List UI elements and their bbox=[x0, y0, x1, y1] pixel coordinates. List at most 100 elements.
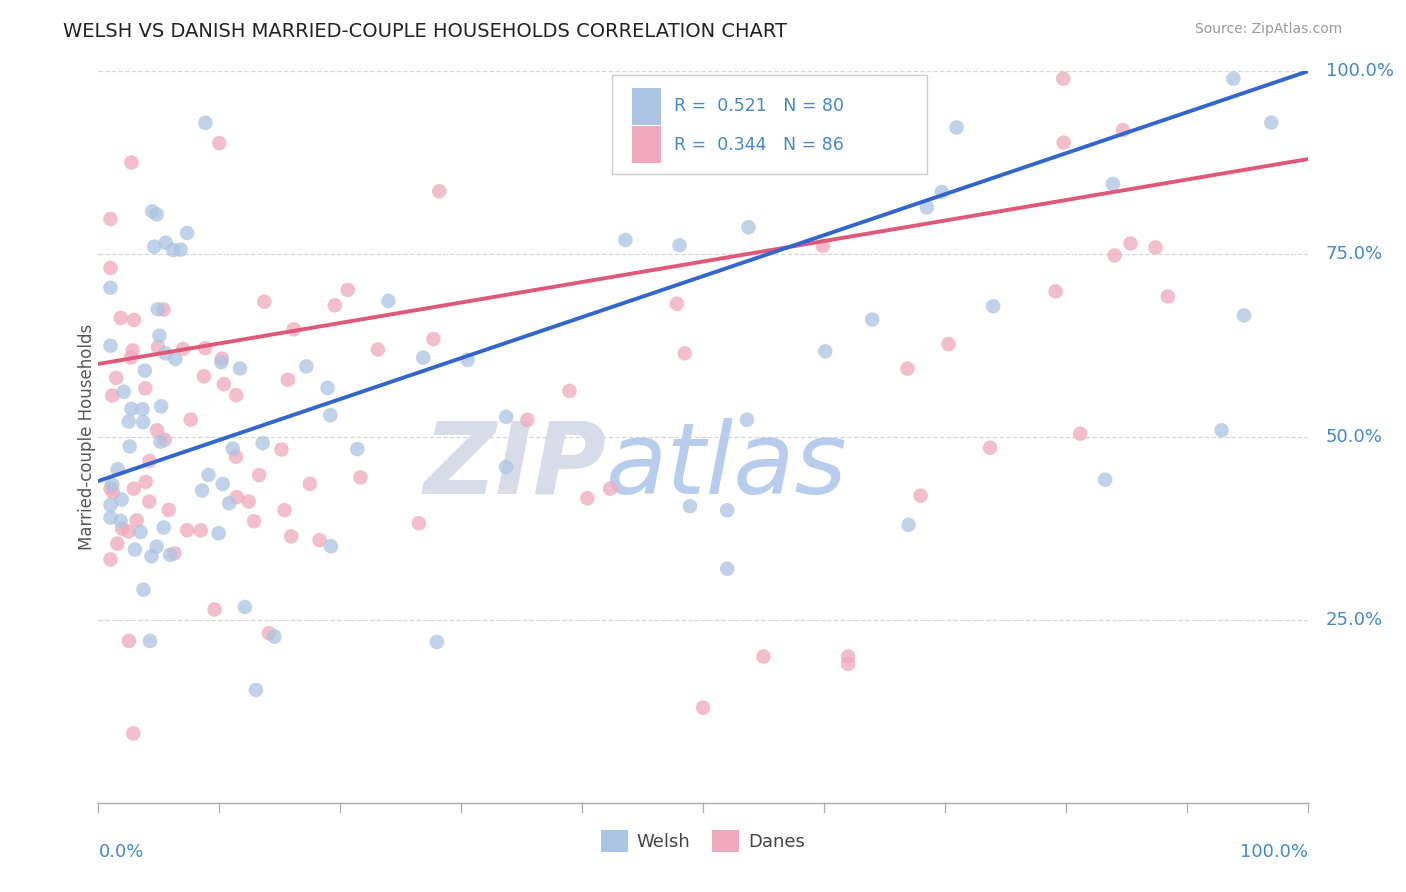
Point bbox=[716, 562, 738, 576]
Point bbox=[211, 351, 233, 366]
Point bbox=[157, 503, 180, 517]
Point bbox=[191, 483, 214, 498]
Point bbox=[377, 293, 399, 308]
Text: 100.0%: 100.0% bbox=[1326, 62, 1393, 80]
FancyBboxPatch shape bbox=[631, 126, 661, 163]
Point bbox=[837, 657, 859, 671]
Y-axis label: Married-couple Households: Married-couple Households bbox=[79, 324, 96, 550]
Point bbox=[121, 343, 143, 358]
Point bbox=[209, 355, 232, 369]
Point bbox=[295, 359, 318, 374]
Point bbox=[938, 337, 960, 351]
Point bbox=[336, 283, 359, 297]
Point bbox=[159, 548, 181, 562]
Point bbox=[298, 476, 321, 491]
Point bbox=[110, 514, 132, 528]
Point bbox=[319, 408, 342, 422]
Text: 75.0%: 75.0% bbox=[1326, 245, 1384, 263]
Point bbox=[1052, 71, 1074, 86]
Point bbox=[257, 626, 280, 640]
Text: R =  0.521   N = 80: R = 0.521 N = 80 bbox=[673, 97, 844, 115]
FancyBboxPatch shape bbox=[631, 88, 661, 125]
Text: Source: ZipAtlas.com: Source: ZipAtlas.com bbox=[1195, 22, 1343, 37]
Point bbox=[229, 361, 252, 376]
Point bbox=[860, 154, 883, 169]
Point bbox=[180, 412, 202, 426]
Point bbox=[155, 346, 177, 360]
Point bbox=[316, 381, 339, 395]
Point bbox=[668, 238, 690, 252]
Point bbox=[172, 342, 194, 356]
Point bbox=[145, 540, 167, 554]
Point bbox=[665, 297, 688, 311]
Point bbox=[673, 346, 696, 360]
Point bbox=[243, 514, 266, 528]
Point bbox=[150, 400, 173, 414]
Point bbox=[308, 533, 330, 547]
Point bbox=[107, 462, 129, 476]
Point bbox=[111, 492, 134, 507]
Point bbox=[752, 649, 775, 664]
Point bbox=[105, 536, 128, 550]
Point bbox=[120, 351, 142, 365]
Point bbox=[117, 524, 139, 539]
Point bbox=[118, 440, 141, 454]
Point bbox=[981, 299, 1004, 313]
Point bbox=[495, 409, 517, 424]
Point bbox=[112, 384, 135, 399]
Point bbox=[860, 312, 883, 326]
Point bbox=[155, 235, 177, 250]
Point bbox=[896, 361, 918, 376]
Point bbox=[197, 468, 219, 483]
Point bbox=[118, 415, 141, 429]
Point bbox=[1069, 426, 1091, 441]
Point bbox=[176, 523, 198, 537]
Point bbox=[100, 338, 122, 352]
Point bbox=[979, 441, 1001, 455]
Point bbox=[153, 433, 176, 447]
Point bbox=[129, 524, 152, 539]
Point bbox=[412, 351, 434, 365]
Point bbox=[100, 260, 122, 275]
Point bbox=[146, 423, 169, 437]
Point bbox=[408, 516, 430, 531]
Point bbox=[1045, 285, 1067, 299]
Point bbox=[134, 381, 156, 395]
Point bbox=[100, 281, 122, 295]
Point bbox=[176, 226, 198, 240]
Point bbox=[263, 630, 285, 644]
Point bbox=[225, 388, 247, 402]
Point bbox=[931, 185, 953, 199]
Point bbox=[319, 539, 342, 553]
Point bbox=[273, 503, 295, 517]
Point bbox=[105, 371, 128, 385]
Point bbox=[457, 352, 479, 367]
Point bbox=[252, 436, 274, 450]
Point bbox=[1222, 71, 1244, 86]
Point bbox=[138, 494, 160, 508]
Point bbox=[811, 239, 834, 253]
Text: 50.0%: 50.0% bbox=[1326, 428, 1382, 446]
Point bbox=[247, 468, 270, 483]
Point bbox=[100, 510, 122, 524]
Point bbox=[1104, 248, 1126, 262]
Point bbox=[138, 454, 160, 468]
Point bbox=[146, 302, 169, 317]
Point bbox=[495, 460, 517, 475]
Point bbox=[737, 220, 759, 235]
Point bbox=[1211, 423, 1233, 437]
Text: atlas: atlas bbox=[606, 417, 848, 515]
Point bbox=[100, 552, 122, 566]
Point bbox=[1260, 115, 1282, 129]
Point bbox=[118, 634, 141, 648]
Point bbox=[897, 517, 920, 532]
Point bbox=[225, 450, 247, 464]
Point bbox=[122, 726, 145, 740]
Point bbox=[122, 482, 145, 496]
Point bbox=[221, 442, 243, 456]
Point bbox=[280, 529, 302, 543]
Point bbox=[1053, 136, 1076, 150]
Point bbox=[516, 413, 538, 427]
Point bbox=[1119, 236, 1142, 251]
Point bbox=[208, 136, 231, 150]
